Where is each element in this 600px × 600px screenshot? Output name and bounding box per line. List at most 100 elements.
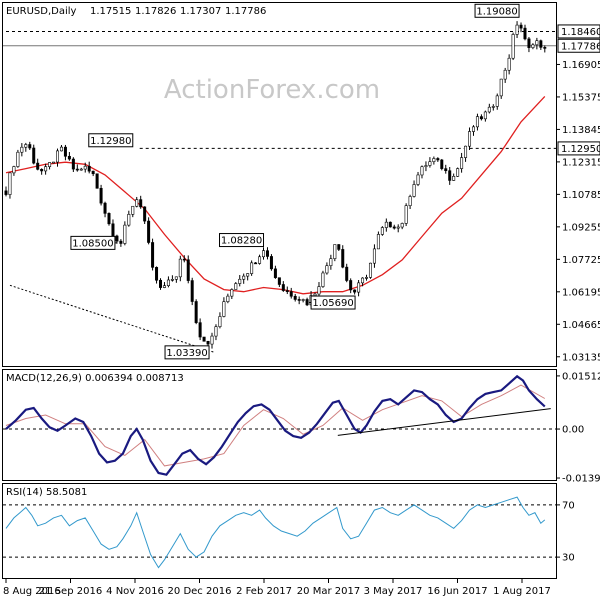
last-price-box (557, 38, 600, 53)
candle-body (448, 170, 452, 181)
price-header-symbol: EURUSD,Daily (6, 6, 77, 17)
candle-body (456, 168, 460, 177)
axis-layer: 1.03135 1.04665 1.06195 1.07725 1.09255 1.107… (3, 24, 600, 597)
candle-body (238, 278, 242, 284)
price-tick-label-0: 1.03135 (562, 352, 600, 363)
annotation-label-0: 1.12980 (90, 136, 131, 147)
candle-body (131, 205, 135, 215)
candle-body (198, 322, 202, 338)
candle-body (392, 226, 396, 229)
x-tick-label-6: 3 May 2017 (364, 586, 423, 597)
candle-body (67, 155, 71, 160)
price-level-label-1: 1.12950 (561, 144, 600, 155)
candle-body (52, 161, 56, 164)
candle-body (380, 227, 384, 235)
candle-body (325, 265, 329, 274)
price-tick-label-4: 1.09255 (562, 222, 600, 233)
price-tick-label-2: 1.06195 (562, 287, 600, 298)
candle-body (491, 106, 495, 108)
candle-body (107, 213, 111, 225)
rsi-header: RSI(14) 58.5081 (6, 487, 87, 498)
annotation-label-1: 1.08500 (72, 238, 113, 249)
price-tick-label-1: 1.04665 (562, 320, 600, 331)
candle-body (24, 144, 28, 148)
macd-layer (3, 374, 556, 476)
candle-body (115, 235, 119, 242)
candle-body (416, 174, 420, 185)
x-tick-label-3: 20 Dec 2016 (168, 586, 232, 597)
candle-body (226, 295, 230, 302)
candle-body (452, 176, 456, 181)
candle-body (515, 24, 519, 35)
candle-body (317, 286, 321, 295)
price-tick-label-6: 1.12315 (562, 157, 600, 168)
candle-body (151, 242, 155, 268)
candle-body (59, 146, 63, 152)
annotation-box-1 (70, 235, 116, 250)
candle-body (384, 221, 388, 228)
candle-body (234, 283, 238, 290)
candle-body (412, 184, 416, 197)
candle-body (202, 336, 206, 342)
candle-body (262, 250, 266, 258)
candle-body (357, 282, 361, 293)
x-tick-label-5: 20 Mar 2017 (297, 586, 360, 597)
candle-body (329, 258, 333, 266)
candle-body (206, 340, 210, 345)
candle-body (190, 280, 194, 302)
candle-body (20, 146, 24, 153)
candle-body (277, 277, 281, 285)
x-tick-label-7: 16 Jun 2017 (427, 586, 487, 597)
candle-body (178, 258, 182, 278)
candle-body (396, 226, 400, 229)
candle-body (166, 279, 170, 286)
candle-body (289, 291, 293, 297)
annotation-box-5 (474, 3, 520, 18)
rsi-layer (3, 496, 556, 569)
candle-body (349, 280, 353, 291)
macd-trend-line (337, 408, 551, 436)
candle-body (499, 78, 503, 97)
price-header-low: 1.17307 (180, 6, 221, 17)
macd-tick-label-2: -0.013938 (562, 474, 600, 485)
candle-body (174, 276, 178, 280)
x-tick-label-0: 8 Aug 2016 (3, 586, 61, 597)
candle-body (155, 267, 159, 281)
candle-body (313, 293, 317, 296)
macd-pane-frame (2, 369, 557, 481)
macd-tick-label-1: 0.00 (562, 425, 584, 436)
rsi-line (5, 496, 546, 569)
candle-body (345, 266, 349, 281)
candle-body (16, 151, 20, 167)
price-tick-label-5: 1.10785 (562, 190, 600, 201)
candle-body (535, 40, 539, 46)
candle-body (479, 116, 483, 120)
candle-body (424, 165, 428, 168)
x-tick-label-2: 4 Nov 2016 (106, 586, 164, 597)
candle-body (523, 27, 527, 40)
price-tick-label-3: 1.07725 (562, 255, 600, 266)
x-tick-label-8: 1 Aug 2017 (493, 586, 551, 597)
candle-body (147, 220, 151, 243)
candle-body (254, 262, 258, 265)
candle-body (87, 165, 91, 172)
candle-body (503, 69, 507, 80)
candle-body (159, 279, 163, 288)
candle-body (460, 157, 464, 169)
candle-body (135, 199, 139, 207)
price-header-close: 1.17786 (225, 6, 266, 17)
candle-body (285, 290, 289, 292)
candle-body (143, 206, 147, 222)
price-header-open: 1.17515 (90, 6, 131, 17)
candle-body (368, 262, 372, 278)
candle-body (71, 158, 75, 170)
rsi-tick-label-0: 70 (562, 500, 575, 511)
candle-body (194, 301, 198, 323)
candle-body (428, 161, 432, 166)
rsi-tick-label-1: 30 (562, 553, 575, 564)
candle-body (186, 259, 190, 281)
candle-body (471, 126, 475, 132)
macd-header: MACD(12,26,9) 0.006394 0.008713 (6, 373, 184, 384)
candle-body (218, 316, 222, 327)
